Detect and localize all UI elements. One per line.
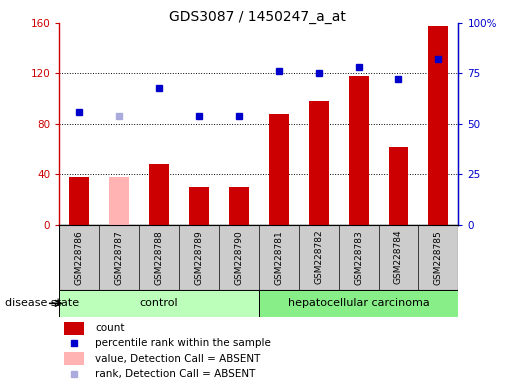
Text: value, Detection Call = ABSENT: value, Detection Call = ABSENT xyxy=(95,354,261,364)
Text: GSM228786: GSM228786 xyxy=(75,230,83,285)
Bar xyxy=(308,101,329,225)
Text: GSM228790: GSM228790 xyxy=(234,230,243,285)
Text: percentile rank within the sample: percentile rank within the sample xyxy=(95,338,271,348)
Bar xyxy=(109,177,129,225)
Bar xyxy=(189,187,209,225)
Bar xyxy=(269,114,289,225)
Text: GSM228784: GSM228784 xyxy=(394,230,403,285)
Text: hepatocellular carcinoma: hepatocellular carcinoma xyxy=(288,298,430,308)
Bar xyxy=(59,290,259,317)
Text: rank, Detection Call = ABSENT: rank, Detection Call = ABSENT xyxy=(95,369,255,379)
Bar xyxy=(149,164,169,225)
Text: control: control xyxy=(140,298,178,308)
Text: GSM228782: GSM228782 xyxy=(314,230,323,285)
Bar xyxy=(229,187,249,225)
Text: GSM228783: GSM228783 xyxy=(354,230,363,285)
Bar xyxy=(259,290,458,317)
Bar xyxy=(428,26,449,225)
Text: GSM228785: GSM228785 xyxy=(434,230,443,285)
Bar xyxy=(64,322,84,334)
Bar xyxy=(64,352,84,365)
Bar xyxy=(388,147,408,225)
Bar xyxy=(349,76,369,225)
Text: count: count xyxy=(95,323,125,333)
Bar xyxy=(69,177,89,225)
Text: GSM228789: GSM228789 xyxy=(195,230,203,285)
Text: disease state: disease state xyxy=(5,298,79,308)
Text: GSM228787: GSM228787 xyxy=(115,230,124,285)
Text: GSM228788: GSM228788 xyxy=(154,230,163,285)
Text: GDS3087 / 1450247_a_at: GDS3087 / 1450247_a_at xyxy=(169,10,346,23)
Text: GSM228781: GSM228781 xyxy=(274,230,283,285)
